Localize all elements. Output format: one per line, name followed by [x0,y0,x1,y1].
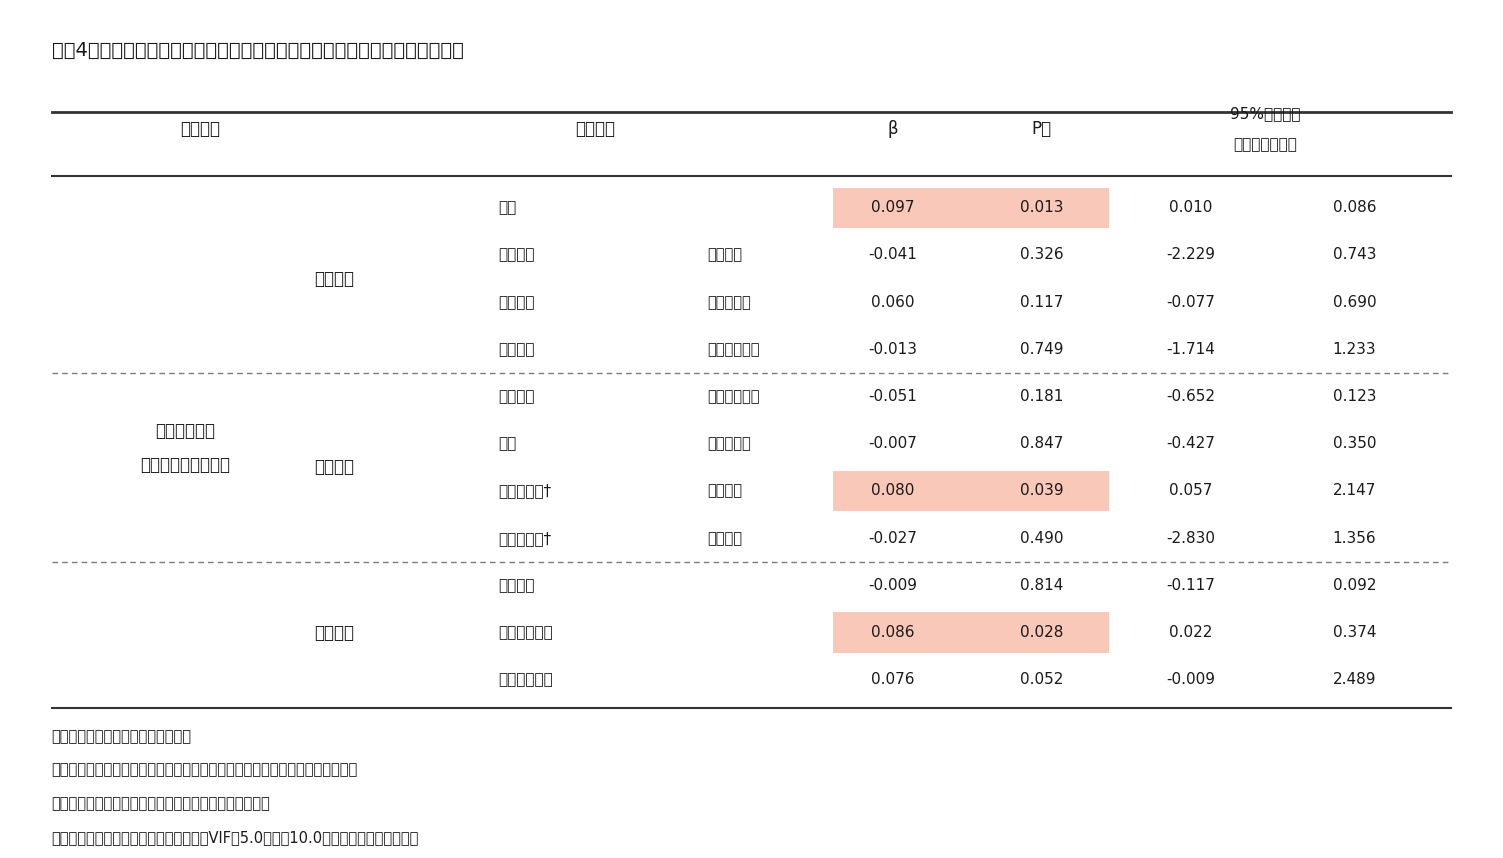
Text: -0.077: -0.077 [1166,294,1216,310]
Text: 0.086: 0.086 [872,625,915,640]
Text: 育児協力者†: 育児協力者† [499,483,552,498]
Text: 0.181: 0.181 [1021,389,1064,404]
Text: 0.080: 0.080 [872,483,915,498]
Text: 対児感情尺度: 対児感情尺度 [156,422,215,440]
Text: 健康状態: 健康状態 [314,624,355,642]
Text: 0.097: 0.097 [872,200,915,215]
Text: 0.490: 0.490 [1021,530,1064,546]
Text: 0.086: 0.086 [1333,200,1377,215]
Text: 0.057: 0.057 [1169,483,1213,498]
Text: （なし）: （なし） [706,530,742,546]
Text: 0.022: 0.022 [1169,625,1213,640]
Text: 基本属性: 基本属性 [314,269,355,287]
Text: 0.326: 0.326 [1021,247,1064,263]
Text: 0.076: 0.076 [872,672,915,687]
Text: 「育ちへの不安感」: 「育ちへの不安感」 [141,456,230,474]
FancyBboxPatch shape [833,613,1109,653]
Text: P値: P値 [1033,120,1052,138]
Text: （完全母乳）: （完全母乳） [706,389,759,404]
Text: 婚姻有無: 婚姻有無 [499,247,535,263]
Text: 0.743: 0.743 [1333,247,1377,263]
Text: 育児状況: 育児状況 [314,458,355,476]
Text: -0.117: -0.117 [1166,577,1216,593]
Text: 2.147: 2.147 [1333,483,1377,498]
Text: 0.092: 0.092 [1333,577,1377,593]
Text: 0.010: 0.010 [1169,200,1213,215]
Text: 0.374: 0.374 [1333,625,1377,640]
Text: 育児相談者†: 育児相談者† [499,530,552,546]
Text: -2.830: -2.830 [1166,530,1216,546]
Text: -0.427: -0.427 [1166,436,1216,451]
Text: （未就労）: （未就労） [706,294,750,310]
Text: 95%信頼区間: 95%信頼区間 [1229,106,1300,122]
Text: 0.013: 0.013 [1021,200,1064,215]
Text: （同寝具）: （同寝具） [706,436,750,451]
Text: 0.052: 0.052 [1021,672,1064,687]
Text: 図表4．対児感情尺度「育ちへの不安感」についての要因分析（重回帰分析）: 図表4．対児感情尺度「育ちへの不安感」についての要因分析（重回帰分析） [51,40,463,60]
Text: -0.041: -0.041 [869,247,917,263]
Text: 寝具: 寝具 [499,436,517,451]
Text: 注４）多重共線性は、共線性の診断にてVIF値5.0以上、10.0以上がないことを確認済: 注４）多重共線性は、共線性の診断にてVIF値5.0以上、10.0以上がないことを… [51,830,419,845]
Text: -2.229: -2.229 [1166,247,1216,263]
Text: 0.749: 0.749 [1021,341,1064,357]
Text: 従属変数: 従属変数 [180,120,221,138]
Text: 睡眠時間: 睡眠時間 [499,577,535,593]
Text: 2.489: 2.489 [1333,672,1377,687]
Text: 0.117: 0.117 [1021,294,1064,310]
Text: 授乳方法: 授乳方法 [499,389,535,404]
Text: （なし）: （なし） [706,483,742,498]
Text: 0.028: 0.028 [1021,625,1064,640]
Text: 1.233: 1.233 [1333,341,1377,357]
Text: （ひとり親）: （ひとり親） [706,341,759,357]
Text: -0.027: -0.027 [869,530,917,546]
Text: 0.847: 0.847 [1021,436,1064,451]
Text: 注１）質的変数はダミー変数へ変換: 注１）質的変数はダミー変数へ変換 [51,728,191,744]
Text: -0.009: -0.009 [1166,672,1216,687]
Text: 年齢: 年齢 [499,200,517,215]
Text: 夜間起床回数: 夜間起床回数 [499,625,553,640]
Text: 1.356: 1.356 [1333,530,1377,546]
Text: 0.350: 0.350 [1333,436,1377,451]
Text: 主観的健康度: 主観的健康度 [499,672,553,687]
FancyBboxPatch shape [833,471,1109,511]
Text: 0.060: 0.060 [872,294,915,310]
FancyBboxPatch shape [833,188,1109,228]
Text: 0.690: 0.690 [1333,294,1377,310]
Text: 0.814: 0.814 [1021,577,1064,593]
Text: （未婚）: （未婚） [706,247,742,263]
Text: -0.009: -0.009 [869,577,917,593]
Text: -1.714: -1.714 [1166,341,1216,357]
Text: -0.652: -0.652 [1166,389,1216,404]
Text: 注３）モデルの当てはまりや有意モデルについて確認済: 注３）モデルの当てはまりや有意モデルについて確認済 [51,796,271,811]
Text: 0.123: 0.123 [1333,389,1377,404]
Text: 注２）独立変数の投入可能数は問題なく、就寝方法は欠損が多いため投入除外: 注２）独立変数の投入可能数は問題なく、就寝方法は欠損が多いため投入除外 [51,763,358,777]
Text: -0.051: -0.051 [869,389,917,404]
Text: （下限・上限）: （下限・上限） [1234,137,1297,152]
Text: -0.007: -0.007 [869,436,917,451]
Text: 独立変数: 独立変数 [576,120,615,138]
Text: 0.039: 0.039 [1021,483,1064,498]
Text: 就労有無: 就労有無 [499,294,535,310]
Text: -0.013: -0.013 [869,341,917,357]
Text: 家族構成: 家族構成 [499,341,535,357]
Text: β: β [888,120,899,138]
